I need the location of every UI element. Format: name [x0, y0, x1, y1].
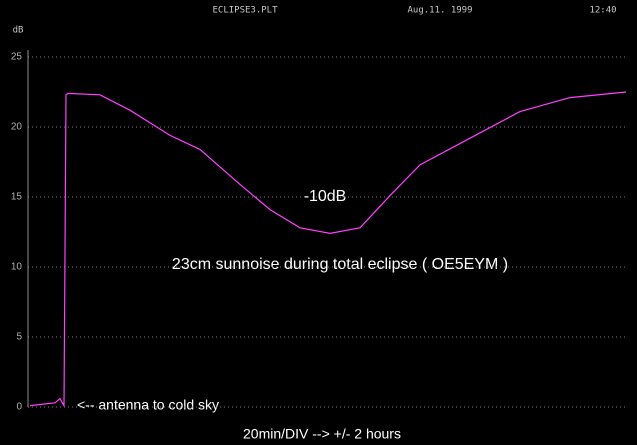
file-name: ECLIPSE3.PLT — [212, 6, 278, 16]
date: Aug.11. 1999 — [407, 6, 472, 16]
data-line — [29, 91, 627, 408]
y-tick-label: 5 — [16, 332, 22, 343]
annotation: <-- antenna to cold sky — [77, 397, 219, 413]
x-axis-note: 20min/DIV --> +/- 2 hours — [243, 426, 401, 442]
y-tick-label: 10 — [11, 262, 23, 273]
y-tick-label: 0 — [16, 402, 22, 413]
y-tick-label: 20 — [11, 122, 23, 133]
y-tick-label: 15 — [11, 192, 23, 203]
y-tick-label: 25 — [11, 52, 23, 63]
annotation: 23cm sunnoise during total eclipse ( OE5… — [172, 256, 508, 273]
y-axis-label: dB — [13, 26, 24, 36]
time: 12:40 — [589, 6, 616, 16]
